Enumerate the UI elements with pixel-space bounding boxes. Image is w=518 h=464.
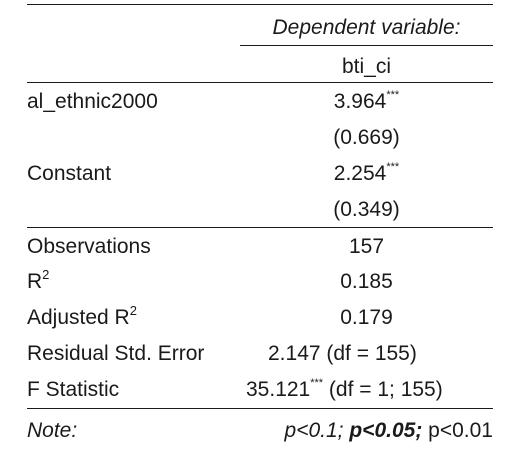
coef-se-al-ethnic2000: (0.669) [333, 126, 400, 149]
dependent-variable-label: Dependent variable: [272, 16, 461, 39]
stat-value-fstat: 35.121*** (df = 1; 155) [246, 377, 443, 401]
top-rule [27, 4, 493, 5]
stat-label-adj-r2: Adjusted R2 [27, 303, 137, 329]
stat-label-fstat: F Statistic [27, 378, 120, 401]
stats-rule [27, 227, 493, 228]
stat-value-r2: 0.185 [340, 270, 393, 293]
header-rule [27, 82, 493, 83]
dependent-underline [240, 45, 493, 46]
stat-value-adj-r2: 0.179 [340, 306, 393, 329]
note-label: Note: [27, 419, 78, 442]
stat-value-observations: 157 [348, 235, 385, 258]
note-significance-levels: p<0.1; p<0.05; p<0.01 [284, 419, 493, 442]
stat-label-rse: Residual Std. Error [27, 342, 205, 365]
note-rule [27, 408, 493, 409]
significance-stars: *** [386, 161, 400, 173]
coef-name-al-ethnic2000: al_ethnic2000 [27, 90, 158, 113]
stat-value-rse: 2.147 (df = 155) [268, 342, 417, 365]
coef-name-constant: Constant [27, 162, 112, 185]
significance-stars: *** [386, 89, 400, 101]
stat-label-r2: R2 [27, 267, 50, 293]
coef-estimate-constant: 2.254*** [333, 161, 400, 185]
significance-stars: *** [310, 377, 324, 389]
coef-se-constant: (0.349) [333, 198, 400, 221]
stat-label-observations: Observations [27, 235, 151, 258]
dependent-variable-name: bti_ci [341, 55, 392, 78]
coef-estimate-al-ethnic2000: 3.964*** [333, 89, 400, 113]
